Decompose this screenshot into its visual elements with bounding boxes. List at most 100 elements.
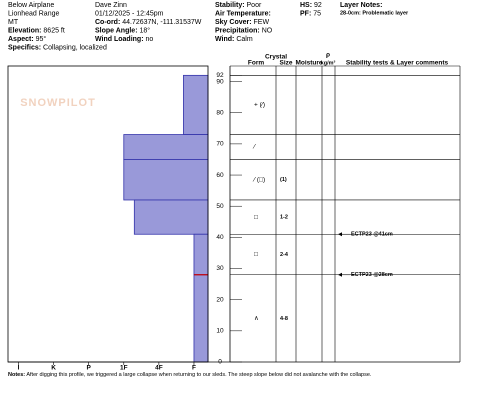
field-label: Slope Angle: [95, 27, 138, 34]
notes-label: Notes: [8, 372, 25, 378]
header-field: Slope Angle: 18° [95, 26, 150, 34]
header-field: Lionhead Range [8, 10, 59, 17]
field-value: Calm [236, 36, 253, 43]
field-label: Precipitation: [215, 27, 260, 34]
grain-form: ∧ [254, 315, 259, 322]
y-tick-label: 10 [216, 328, 224, 335]
x-tick-label: P [87, 365, 92, 372]
header-field: Wind Loading: no [95, 36, 153, 43]
field-value: no [146, 36, 154, 43]
header-field: Air Temperature: [215, 10, 271, 17]
arrow-head [338, 272, 342, 277]
hardness-bar [193, 274, 209, 363]
header-field: PF: 75 [300, 10, 321, 17]
grain-form: □ [254, 214, 258, 221]
grain-size: 4-8 [280, 316, 288, 322]
col-header: Stability tests & Layer comments [346, 60, 449, 67]
header-field: Aspect: 95° [8, 35, 46, 43]
header-field: Wind: Calm [215, 36, 253, 43]
col-header: Form [248, 60, 264, 67]
header-field: MT [8, 19, 19, 26]
field-value: 92 [314, 2, 322, 9]
field-value: 44.72637N, -111.31537W [122, 19, 202, 26]
field-value: 8625 ft [43, 27, 64, 34]
field-value: NO [262, 27, 273, 34]
field-value: FEW [254, 19, 270, 26]
header-field: Below Airplane [8, 2, 54, 9]
grain-form: ⁄ (□) [252, 176, 265, 183]
field-value: 75 [313, 10, 321, 17]
x-tick-label: F [192, 365, 196, 372]
grain-size: 1-2 [280, 215, 288, 221]
header-field: Layer Notes: [340, 2, 382, 9]
test-label: ECTP23 @28cm [351, 272, 393, 278]
x-tick-label: 1F [120, 365, 128, 372]
notes: Notes: After digging this profile, we tr… [8, 372, 372, 378]
col-header: Moisture [295, 60, 322, 67]
header-field: Stability: Poor [215, 2, 262, 9]
y-tick-label: 70 [216, 141, 224, 148]
header-text: Dave Zinn [95, 2, 127, 9]
hardness-bar [133, 199, 209, 235]
grain-size: (1) [280, 177, 287, 183]
header-field: 01/12/2025 - 12:45pm [95, 10, 164, 17]
field-label: 28-0cm: [340, 11, 361, 17]
y-tick-label: 80 [216, 109, 224, 116]
hardness-bar [123, 159, 209, 201]
header-field: Dave Zinn [95, 2, 127, 9]
hardness-bar [193, 233, 209, 276]
header-field: Precipitation: NO [215, 27, 273, 34]
y-tick-label: 90 [216, 78, 224, 85]
grain-size: 2-4 [280, 252, 289, 258]
test-label: ECTP23 @41cm [351, 232, 393, 238]
y-tick-label: 40 [216, 234, 224, 241]
field-label: Wind Loading: [95, 36, 144, 43]
field-label: Stability: [215, 2, 245, 9]
field-label: Layer Notes: [340, 2, 382, 9]
header-text: 01/12/2025 - 12:45pm [95, 10, 164, 17]
grain-form: ⁄ [252, 144, 256, 151]
field-value: 18° [139, 26, 150, 34]
col-header: ρ [326, 52, 330, 59]
header-field: Co-ord: 44.72637N, -111.31537W [95, 19, 202, 26]
y-tick-label: 30 [216, 265, 224, 272]
y-tick-label: 0 [218, 359, 222, 366]
field-label: HS: [300, 2, 312, 9]
x-tick-label: 4F [155, 365, 163, 372]
y-tick-label: 20 [216, 296, 224, 303]
field-value: Poor [247, 2, 262, 9]
hardness-bar [183, 74, 209, 135]
hardness-bar [123, 134, 209, 160]
header-text: Lionhead Range [8, 10, 59, 17]
col-header: Size [279, 60, 292, 67]
logo: SNOWPILOT [20, 97, 96, 109]
y-tick-label: 92 [216, 72, 224, 79]
header-text: MT [8, 19, 19, 26]
field-label: PF: [300, 10, 311, 17]
field-label: Wind: [215, 36, 234, 43]
header-field: Specifics: Collapsing, localized [8, 44, 107, 51]
field-label: Air Temperature: [215, 10, 271, 17]
y-tick-label: 60 [216, 172, 224, 179]
grain-form: □ [254, 251, 258, 258]
header-field: Sky Cover: FEW [215, 19, 269, 26]
grain-form: + (⁄) [254, 102, 265, 109]
header-field: Elevation: 8625 ft [8, 27, 65, 34]
header-field: HS: 92 [300, 2, 322, 9]
y-tick-label: 50 [216, 203, 224, 210]
field-value: 95° [36, 35, 47, 43]
header-text: Below Airplane [8, 2, 54, 9]
field-label: Aspect: [8, 36, 34, 43]
x-tick-label: I [18, 365, 20, 372]
field-label: Elevation: [8, 27, 41, 34]
col-header: kg/m³ [321, 59, 336, 66]
field-value: Problematic layer [362, 11, 409, 17]
header-field: 28-0cm: Problematic layer [340, 11, 409, 17]
notes-text: After digging this profile, we triggered… [26, 372, 372, 378]
col-header: Crystal [265, 54, 287, 61]
x-tick-label: K [51, 365, 56, 372]
field-value: Collapsing, localized [43, 44, 107, 51]
field-label: Sky Cover: [215, 19, 252, 26]
field-label: Co-ord: [95, 19, 120, 26]
